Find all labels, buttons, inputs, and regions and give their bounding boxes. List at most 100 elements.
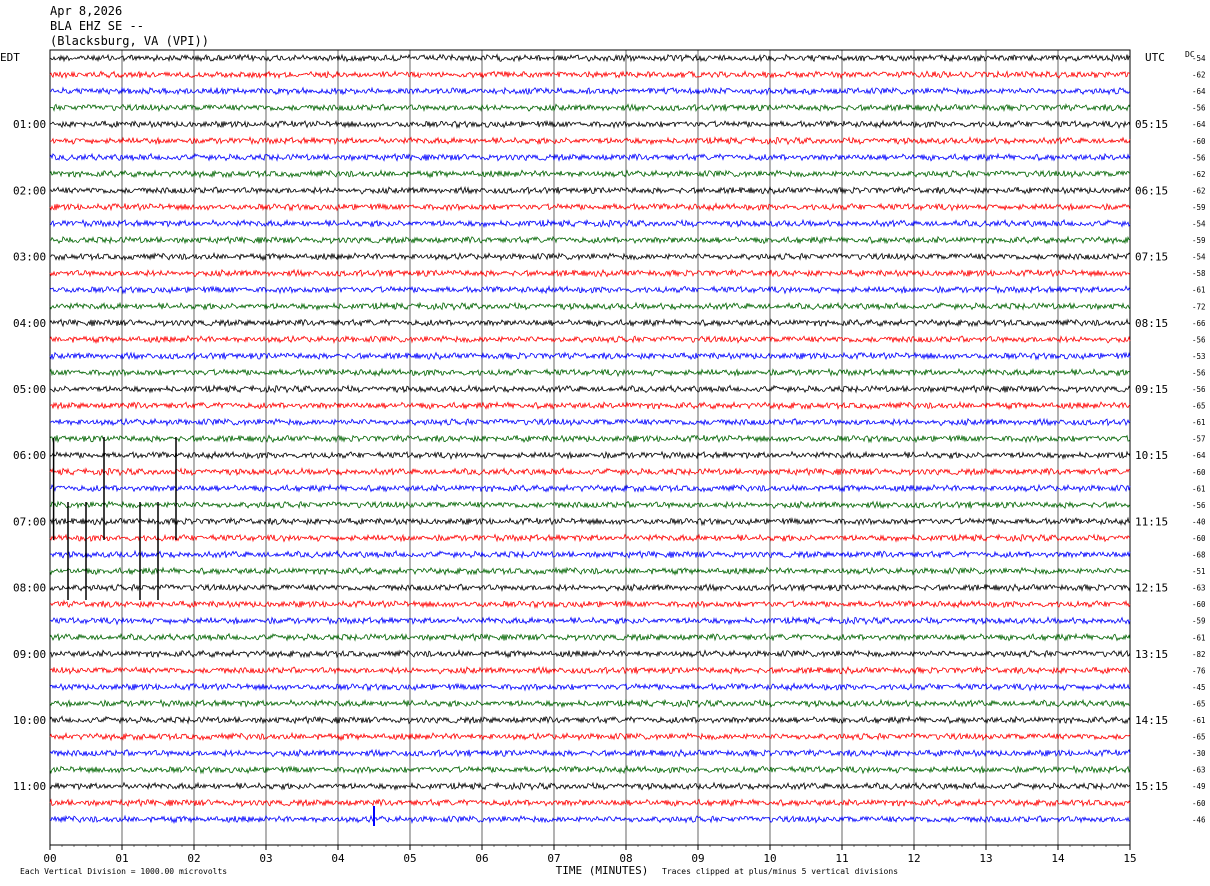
dc-offset-label: -65 [1192, 733, 1206, 742]
dc-offset-label: -62 [1192, 186, 1206, 195]
trace-line [49, 367, 1131, 378]
trace-line [49, 169, 1131, 179]
dc-offset-label: -59 [1192, 236, 1206, 245]
dc-offset-label: -76 [1192, 666, 1206, 675]
right-hour-label: 14:15 [1135, 714, 1168, 727]
trace-line [49, 516, 1131, 527]
dc-offset-label: -46 [1192, 815, 1206, 824]
right-hour-label: 15:15 [1135, 780, 1168, 793]
trace-line [49, 682, 1131, 692]
trace-line [49, 301, 1131, 312]
trace-line [50, 417, 1131, 427]
x-tick-label: 01 [115, 852, 128, 865]
trace-line [49, 202, 1131, 212]
dc-offset-label: -56 [1192, 104, 1206, 113]
x-tick-label: 10 [763, 852, 776, 865]
trace-line [49, 119, 1131, 129]
left-hour-label: 02:00 [13, 184, 46, 197]
dc-offset-label: -63 [1192, 766, 1206, 775]
dc-offset-label: -60 [1192, 799, 1206, 808]
trace-line [49, 284, 1131, 295]
dc-offset-label: -62 [1192, 170, 1206, 179]
trace-line [49, 466, 1131, 477]
left-hour-label: 09:00 [13, 648, 46, 661]
dc-offset-label: -66 [1192, 319, 1206, 328]
dc-offset-label: -61 [1192, 286, 1206, 295]
dc-offset-label: -54 [1192, 253, 1206, 262]
x-tick-label: 15 [1123, 852, 1136, 865]
dc-offset-label: -63 [1192, 584, 1206, 593]
left-timezone: EDT [0, 51, 20, 64]
trace-line [49, 533, 1131, 543]
dc-offset-label: -40 [1192, 517, 1206, 526]
right-hour-label: 09:15 [1135, 383, 1168, 396]
grid-lines [49, 49, 1131, 850]
plot-frame [49, 49, 1131, 846]
trace-line [50, 235, 1131, 245]
dc-offset-label: -45 [1192, 683, 1206, 692]
trace-line [49, 351, 1131, 361]
trace-line [49, 483, 1131, 494]
dc-offset-label: -54 [1192, 220, 1206, 229]
trace-line [49, 500, 1131, 510]
right-hour-label: 08:15 [1135, 317, 1168, 330]
trace-line [49, 665, 1131, 675]
right-hour-label: 12:15 [1135, 582, 1168, 595]
dc-offset-label: -62 [1192, 71, 1206, 80]
dc-offset-label: -61 [1192, 484, 1206, 493]
trace-line [49, 384, 1131, 394]
x-tick-label: 03 [259, 852, 272, 865]
dc-offset-label: -68 [1192, 551, 1206, 560]
x-tick-label: 06 [475, 852, 488, 865]
trace-line [49, 649, 1131, 659]
dc-offset-label: -64 [1192, 451, 1206, 460]
x-tick-label: 00 [43, 852, 56, 865]
dc-offset-label: -64 [1192, 87, 1206, 96]
dc-offset-label: -53 [1192, 352, 1206, 361]
trace-line [49, 748, 1131, 758]
x-tick-label: 04 [331, 852, 345, 865]
dc-offset-label: -57 [1192, 435, 1206, 444]
trace-line [49, 549, 1131, 560]
header-station: BLA EHZ SE -- [50, 19, 144, 33]
trace-line [49, 268, 1131, 278]
trace-line [49, 86, 1131, 96]
dc-offset-label: -54 [1192, 54, 1206, 63]
x-tick-label: 08 [619, 852, 632, 865]
dc-offset-label: -51 [1192, 567, 1206, 576]
x-tick-label: 09 [691, 852, 704, 865]
dc-offset-label: -82 [1192, 650, 1206, 659]
trace-line [49, 433, 1131, 444]
dc-offset-label: -56 [1192, 368, 1206, 377]
dc-offset-label: -59 [1192, 203, 1206, 212]
dc-offset-label: -61 [1192, 716, 1206, 725]
trace-line [49, 599, 1131, 609]
left-hour-label: 03:00 [13, 251, 46, 264]
scale-note: Each Vertical Division = 1000.00 microvo… [20, 867, 228, 876]
trace-line [49, 715, 1131, 725]
right-hour-label: 05:15 [1135, 118, 1168, 131]
dc-offset-label: -56 [1192, 335, 1206, 344]
trace-line [49, 218, 1131, 229]
x-tick-label: 02 [187, 852, 200, 865]
trace-line [49, 731, 1131, 742]
trace-line [49, 814, 1131, 825]
left-hour-label: 07:00 [13, 515, 46, 528]
right-timezone: UTC [1145, 51, 1165, 64]
left-hour-label: 06:00 [13, 449, 46, 462]
dc-offset-label: -64 [1192, 120, 1206, 129]
dc-offset-label: -60 [1192, 534, 1206, 543]
axis-labels: 00 01 02 03 04 05 06 07 08 09 10 11 12 13 14 15 TIME (MI… [0, 50, 1206, 877]
trace-line [49, 152, 1131, 162]
trace-line [49, 135, 1131, 146]
x-tick-label: 13 [979, 852, 992, 865]
right-hour-label: 06:15 [1135, 184, 1168, 197]
left-hour-label: 05:00 [13, 383, 46, 396]
trace-line [49, 632, 1131, 642]
dc-offset-label: -65 [1192, 699, 1206, 708]
trace-line [49, 583, 1131, 593]
dc-offset-label: -61 [1192, 418, 1206, 427]
dc-offset-label: -60 [1192, 600, 1206, 609]
header-date: Apr 8,2026 [50, 4, 123, 18]
